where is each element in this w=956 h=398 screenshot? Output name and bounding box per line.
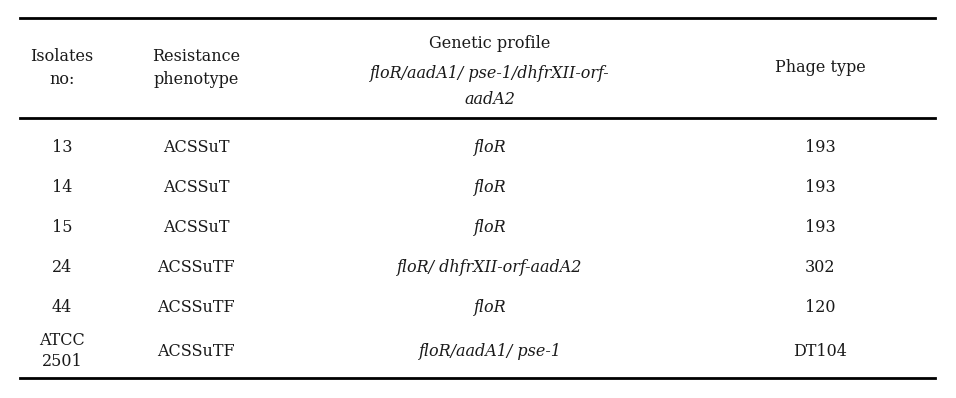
Text: ATCC
2501: ATCC 2501	[39, 332, 85, 370]
Text: ACSSuT: ACSSuT	[163, 179, 229, 197]
Text: 15: 15	[52, 220, 73, 236]
Text: 13: 13	[52, 140, 73, 156]
Text: ACSSuTF: ACSSuTF	[157, 259, 235, 277]
Text: Phage type: Phage type	[774, 59, 865, 76]
Text: DT104: DT104	[793, 343, 847, 359]
Text: Resistance
phenotype: Resistance phenotype	[152, 49, 240, 88]
Text: floR/ dhfrXII-orf-aadA2: floR/ dhfrXII-orf-aadA2	[398, 259, 583, 277]
Text: 302: 302	[805, 259, 836, 277]
Text: floR/aadA1/ pse-1/dhfrXII-orf-: floR/aadA1/ pse-1/dhfrXII-orf-	[370, 66, 610, 82]
Text: ACSSuT: ACSSuT	[163, 220, 229, 236]
Text: 44: 44	[52, 300, 72, 316]
Text: ACSSuT: ACSSuT	[163, 140, 229, 156]
Text: 14: 14	[52, 179, 73, 197]
Text: floR: floR	[473, 220, 507, 236]
Text: ACSSuTF: ACSSuTF	[157, 300, 235, 316]
Text: aadA2: aadA2	[465, 92, 515, 109]
Text: 193: 193	[805, 140, 836, 156]
Text: 193: 193	[805, 179, 836, 197]
Text: 24: 24	[52, 259, 72, 277]
Text: Genetic profile: Genetic profile	[429, 35, 551, 53]
Text: Isolates
no:: Isolates no:	[31, 49, 94, 88]
Text: floR: floR	[473, 300, 507, 316]
Text: 193: 193	[805, 220, 836, 236]
Text: 120: 120	[805, 300, 836, 316]
Text: floR/aadA1/ pse-1: floR/aadA1/ pse-1	[419, 343, 561, 359]
Text: ACSSuTF: ACSSuTF	[157, 343, 235, 359]
Text: floR: floR	[473, 179, 507, 197]
Text: floR: floR	[473, 140, 507, 156]
